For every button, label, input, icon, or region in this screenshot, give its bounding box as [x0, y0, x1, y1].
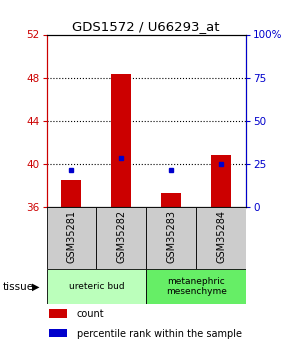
Text: tissue: tissue	[3, 282, 34, 292]
Bar	[49, 329, 67, 337]
Title: GDS1572 / U66293_at: GDS1572 / U66293_at	[73, 20, 220, 33]
Text: ▶: ▶	[32, 282, 39, 292]
Bar	[61, 180, 81, 207]
Bar	[161, 193, 181, 207]
Bar	[146, 207, 196, 269]
Text: GSM35281: GSM35281	[66, 210, 76, 263]
Text: count: count	[77, 309, 104, 319]
Bar	[111, 75, 131, 207]
Bar	[49, 309, 67, 318]
Text: ureteric bud: ureteric bud	[69, 282, 124, 291]
Bar	[96, 207, 146, 269]
Text: percentile rank within the sample: percentile rank within the sample	[77, 329, 242, 339]
Bar	[211, 155, 231, 207]
Bar	[46, 207, 96, 269]
Text: metanephric
mesenchyme: metanephric mesenchyme	[166, 277, 226, 296]
Bar	[196, 207, 246, 269]
Text: GSM35283: GSM35283	[166, 210, 176, 263]
Text: GSM35282: GSM35282	[116, 210, 126, 263]
Text: GSM35284: GSM35284	[216, 210, 226, 263]
Bar	[46, 269, 146, 304]
Bar	[146, 269, 246, 304]
